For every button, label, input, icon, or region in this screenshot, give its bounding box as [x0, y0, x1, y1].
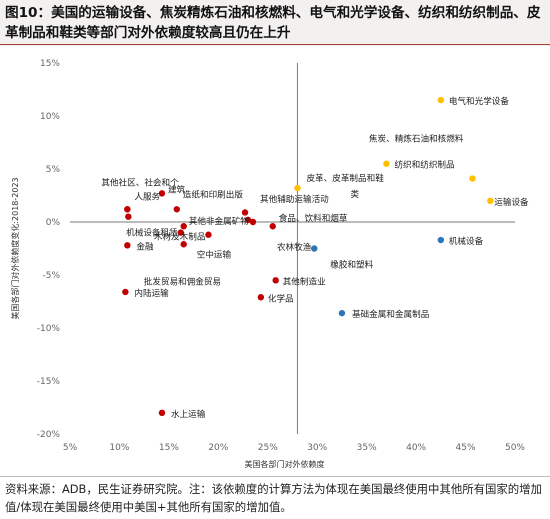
data-point [272, 277, 279, 284]
data-point [244, 216, 252, 224]
x-tick-label: 15% [159, 443, 179, 453]
data-point [294, 184, 301, 192]
data-point [338, 309, 346, 317]
y-tick-label: 15% [40, 59, 60, 69]
point-label: 其他非金属矿物 [189, 215, 250, 227]
data-point [269, 223, 276, 230]
data-point [249, 218, 257, 226]
y-tick-label: 10% [40, 112, 60, 122]
data-point [437, 96, 445, 104]
point-label: 人服务 [134, 190, 160, 202]
data-point [124, 206, 131, 213]
y-tick-label: -5% [42, 271, 60, 281]
x-tick-label: 30% [307, 443, 327, 453]
source-divider [0, 476, 550, 477]
point-label: 运输设备 [494, 196, 529, 208]
x-tick-label: 50% [505, 443, 525, 453]
chart-axes [70, 63, 515, 434]
data-point [173, 206, 180, 213]
data-points [122, 96, 494, 416]
scatter-chart: 5% 10% 15% 20% 25% 30% 35% 40% 45% 50% 15% 10% 5% 0% -… [10, 59, 529, 469]
x-tick-label: 40% [406, 443, 426, 453]
data-point [469, 175, 476, 182]
data-point [437, 236, 445, 244]
point-label: 电气和光学设备 [449, 95, 510, 107]
point-label: 食品、饮料和烟草 [279, 212, 348, 224]
point-label: 水上运输 [171, 408, 206, 420]
point-label: 建筑 [168, 183, 186, 195]
data-point [158, 409, 166, 416]
title-bar [0, 0, 550, 46]
x-tick-label: 35% [357, 443, 377, 453]
point-label: 木材及木制品 [154, 231, 206, 243]
y-axis-label: 美国各部门对外依赖度变化:2018-2023 [10, 177, 20, 319]
data-point [124, 242, 131, 249]
point-label: 基础金属和金属制品 [352, 308, 429, 320]
point-label: 内陆运输 [134, 287, 169, 299]
data-point [158, 190, 166, 197]
data-point [205, 231, 212, 238]
point-label: 机械设备租赁 [126, 227, 178, 239]
point-label: 纺织和纺织制品 [394, 159, 454, 171]
point-label: 其他辅助运输活动 [260, 193, 329, 205]
data-point [487, 197, 494, 204]
data-point [241, 209, 249, 216]
point-label: 类 [350, 188, 359, 200]
x-tick-label: 10% [109, 443, 129, 453]
x-tick-label: 20% [208, 443, 228, 453]
point-label: 金融 [136, 240, 154, 252]
point-label: 农林牧渔 [277, 241, 312, 253]
y-tick-label: 5% [46, 165, 61, 175]
point-label: 空中运输 [197, 248, 232, 260]
data-point [125, 213, 132, 220]
point-label: 机械设备 [449, 235, 484, 247]
y-tick-label: -10% [37, 324, 61, 334]
source-note: 资料来源：ADB，民生证券研究院。注：该依赖度的计算方法为体现在美国最终使用中其… [5, 482, 542, 514]
data-point [383, 160, 390, 167]
point-label: 化学品 [268, 292, 294, 304]
data-point [311, 245, 318, 252]
point-label: 橡胶和塑料 [330, 259, 373, 271]
y-tick-label: -20% [37, 430, 61, 440]
y-tick-label: 0% [46, 218, 61, 228]
data-point [122, 288, 129, 296]
data-point [177, 229, 184, 236]
y-tick-label: -15% [37, 377, 61, 387]
point-label: 皮革、皮革制品和鞋 [306, 172, 384, 184]
figure-title: 图10：美国的运输设备、焦炭精炼石油和核燃料、电气和光学设备、纺织和纺织制品、皮… [5, 5, 541, 41]
data-point [180, 223, 187, 230]
point-label: 造纸和印刷出版 [183, 188, 244, 200]
tick-labels: 5% 10% 15% 20% 25% 30% 35% 40% 45% 50% 15% 10% 5% 0% -… [37, 59, 526, 453]
point-label: 其他制造业 [283, 275, 326, 287]
x-axis-label: 美国各部门对外依赖度 [245, 459, 325, 469]
point-label: 其他社区、社会和个 [101, 176, 179, 188]
point-label: 焦炭、精炼石油和核燃料 [369, 133, 464, 145]
title-underline [0, 44, 550, 45]
x-tick-label: 45% [456, 443, 476, 453]
x-tick-label: 5% [63, 443, 78, 453]
point-label: 批发贸易和佣金贸易 [144, 275, 221, 287]
x-tick-label: 25% [258, 443, 278, 453]
data-point [180, 241, 187, 248]
data-point [257, 294, 265, 301]
